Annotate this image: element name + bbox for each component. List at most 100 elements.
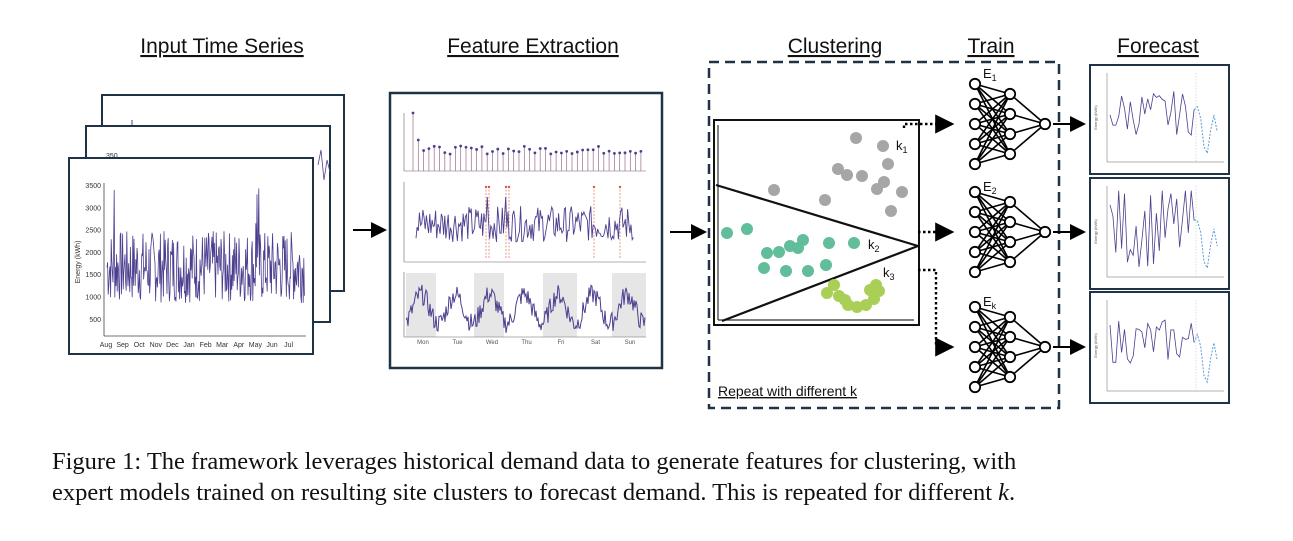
history-line — [1109, 190, 1195, 267]
input-stack: 350 Energy (kWh) 3500 3000 2500 2000 1500 100… — [68, 94, 345, 355]
input-ytick: 2500 — [85, 228, 101, 235]
input-ytick: 3500 — [85, 183, 101, 190]
stem-marker — [575, 150, 579, 154]
cluster-k2-point — [773, 246, 785, 258]
stem-marker — [607, 149, 611, 153]
stem-marker — [538, 147, 542, 150]
stem-marker — [411, 111, 415, 115]
cluster-k3-point — [821, 287, 833, 299]
cluster-k1-point — [885, 205, 897, 217]
stem-marker — [570, 152, 574, 155]
anomaly-series-line — [415, 196, 634, 243]
history-line — [1109, 319, 1195, 364]
cluster-k1-point — [882, 158, 894, 170]
cluster-k1-point — [819, 194, 831, 206]
stem-marker — [432, 144, 436, 148]
cluster-k2-point — [758, 262, 770, 274]
stem-plot — [411, 111, 643, 171]
cluster-k3-point — [828, 279, 840, 291]
stem-marker — [613, 151, 616, 155]
figure-caption: Figure 1: The framework leverages histor… — [52, 446, 1252, 508]
anomaly-point — [504, 185, 508, 189]
stem-marker — [459, 144, 463, 148]
neural-network-icon — [968, 77, 1052, 171]
expert-ek-label: Ek — [983, 294, 997, 311]
stem-marker — [586, 148, 590, 152]
dotted-arrow-k3 — [918, 268, 955, 357]
stem-marker — [448, 152, 452, 156]
stem-marker — [528, 147, 531, 151]
back-panel-tick: 350 — [106, 153, 118, 160]
stem-marker — [522, 145, 526, 148]
weekday-label: Mon — [417, 340, 429, 346]
stem-marker — [469, 146, 473, 150]
framework-diagram: Input Time Series Feature Extraction Clu… — [68, 35, 1230, 410]
input-ytick: 2000 — [85, 250, 101, 257]
cluster-k2-point — [741, 223, 753, 235]
anomaly-point — [487, 185, 491, 189]
cluster-k1-point — [850, 132, 862, 144]
expert-e2-label: E2 — [983, 179, 997, 196]
stem-marker — [544, 146, 547, 150]
cluster-k2-point — [721, 227, 733, 239]
forecast-panel: Energy (kWh) — [1089, 64, 1230, 175]
forecast-heading: Forecast — [1117, 35, 1199, 58]
input-xtick: Jul — [284, 342, 293, 349]
stem-marker — [618, 151, 622, 155]
shade-band — [406, 273, 436, 337]
neural-network-icon — [968, 300, 1052, 394]
input-ytick: 3000 — [85, 205, 101, 212]
feature-extraction-panel: Mon Tue Wed Thu Fri Sat Sun — [388, 91, 664, 370]
forecast-panel: Energy (kWh) — [1089, 291, 1230, 404]
forecast-ylabel: Energy (kWh) — [1093, 333, 1098, 358]
input-yticks: 3500 3000 2500 2000 1500 1000 500 — [85, 183, 101, 324]
stem-marker — [623, 151, 627, 155]
stem-marker — [501, 152, 505, 155]
input-xtick: Jun — [266, 342, 277, 349]
stem-marker — [491, 150, 494, 153]
input-ylabel: Energy (kWh) — [75, 241, 82, 284]
input-xtick: Oct — [134, 342, 145, 349]
cluster-k2-point — [820, 259, 832, 271]
stem-marker — [597, 145, 600, 148]
stem-marker — [454, 145, 457, 149]
input-series-line — [106, 188, 305, 304]
cluster-k1-point — [768, 184, 780, 196]
weekday-label: Thu — [521, 340, 531, 346]
weekday-label: Sat — [591, 340, 600, 346]
expert-e1-label: E1 — [983, 66, 997, 83]
stem-marker — [438, 145, 441, 149]
stem-marker — [507, 147, 510, 151]
neural-network-icon — [968, 185, 1052, 279]
repeat-with-different-k-label: Repeat with different k — [718, 383, 858, 399]
forecast-ylabel: Energy (kWh) — [1093, 105, 1098, 130]
anomaly-markers — [484, 185, 622, 258]
stem-marker — [628, 149, 632, 153]
shade-band — [612, 273, 646, 337]
cluster-k2-point — [823, 237, 835, 249]
cluster-k2-point — [761, 247, 773, 259]
train-heading: Train — [967, 35, 1014, 58]
stem-marker — [427, 147, 431, 151]
stem-marker — [443, 151, 447, 155]
forecast-ylabel: Energy (kWh) — [1093, 219, 1098, 244]
stem-marker — [496, 147, 500, 151]
stem-marker — [475, 148, 478, 151]
forecast-line — [1193, 105, 1218, 155]
stem-marker — [554, 150, 558, 154]
forecast-line — [1194, 219, 1218, 270]
cluster-points — [721, 132, 908, 313]
cluster-k3-point — [851, 301, 863, 313]
cluster-plot: k1 k2 k3 — [713, 119, 920, 326]
forecast-panels: Energy (kWh) Energy (kWh) Energy (kWh) — [1089, 64, 1230, 404]
anomaly-point — [507, 185, 511, 189]
input-ytick: 1000 — [85, 295, 101, 302]
weekly-day-labels: Mon Tue Wed Thu Fri Sat Sun — [417, 340, 635, 346]
input-xtick: Dec — [166, 342, 179, 349]
stem-marker — [480, 145, 484, 149]
cluster-k1-point — [871, 183, 883, 195]
weekday-label: Tue — [452, 340, 463, 346]
shade-band — [543, 273, 577, 337]
input-xticks: Aug Sep Oct Nov Dec Jan Feb Mar Apr May Jun Jul — [100, 342, 294, 349]
stem-marker — [581, 148, 584, 152]
